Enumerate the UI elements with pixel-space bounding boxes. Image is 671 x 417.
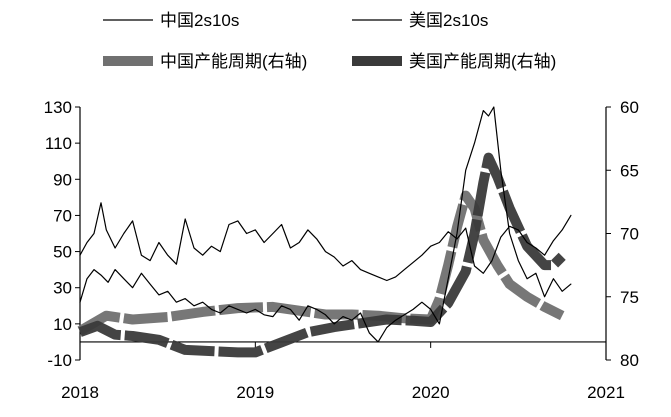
right-tick-label: 65 — [620, 161, 639, 180]
left-tick-label: 110 — [45, 134, 72, 153]
series-line-美国2s10s — [79, 106, 572, 343]
right-tick-label: 80 — [620, 351, 639, 370]
x-tick-label: 2021 — [587, 383, 625, 402]
plot-area — [77, 106, 572, 358]
left-tick-label: 90 — [53, 170, 72, 189]
left-axis: 130 110 90 70 50 30 10 -10 — [44, 98, 81, 370]
x-axis: 2018 2019 2020 2021 — [61, 341, 625, 402]
left-tick-label: 30 — [53, 279, 72, 298]
series-line-美国产能周期右轴 — [78, 152, 566, 358]
left-tick-label: 130 — [44, 98, 72, 117]
x-tick-label: 2019 — [236, 383, 274, 402]
legend-label-us-2s10s: 美国2s10s — [409, 11, 488, 30]
legend-label-us-capacity: 美国产能周期(右轴) — [409, 52, 556, 71]
right-tick-label: 60 — [620, 98, 639, 117]
legend-label-cn-capacity: 中国产能周期(右轴) — [160, 52, 307, 71]
legend-label-cn-2s10s: 中国2s10s — [160, 11, 239, 30]
left-tick-label: 70 — [53, 206, 72, 225]
x-tick-label: 2018 — [61, 383, 99, 402]
left-tick-label: 10 — [53, 315, 72, 334]
x-tick-label: 2020 — [412, 383, 450, 402]
right-axis: 60 65 70 75 80 — [605, 98, 639, 370]
right-tick-label: 75 — [620, 288, 639, 307]
series-line-中国2s10s — [79, 202, 572, 282]
left-tick-label: -10 — [47, 351, 72, 370]
left-tick-label: 50 — [53, 243, 72, 262]
right-tick-label: 70 — [620, 225, 639, 244]
legend: 中国2s10s 美国2s10s 中国产能周期(右轴) 美国产能周期(右轴) — [103, 11, 556, 71]
